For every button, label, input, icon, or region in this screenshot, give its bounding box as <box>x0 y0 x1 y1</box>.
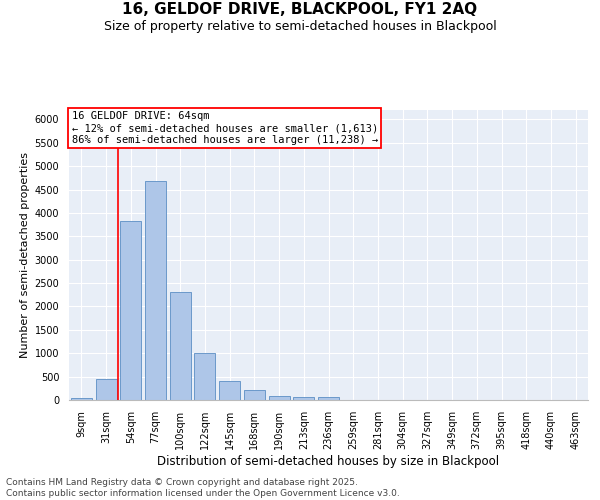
Bar <box>145 181 166 400</box>
Bar <box>219 382 240 400</box>
Text: 16 GELDOF DRIVE: 64sqm
← 12% of semi-detached houses are smaller (1,613)
86% of : 16 GELDOF DRIVE: 64sqm ← 12% of semi-det… <box>71 112 378 144</box>
Y-axis label: Number of semi-detached properties: Number of semi-detached properties <box>20 152 31 358</box>
Bar <box>269 396 290 400</box>
Bar <box>293 396 314 400</box>
Bar <box>71 398 92 400</box>
Bar <box>120 222 141 400</box>
Text: 16, GELDOF DRIVE, BLACKPOOL, FY1 2AQ: 16, GELDOF DRIVE, BLACKPOOL, FY1 2AQ <box>122 2 478 18</box>
Bar <box>318 397 339 400</box>
Bar <box>170 292 191 400</box>
Bar <box>95 380 116 400</box>
Bar <box>244 390 265 400</box>
Text: Size of property relative to semi-detached houses in Blackpool: Size of property relative to semi-detach… <box>104 20 496 33</box>
X-axis label: Distribution of semi-detached houses by size in Blackpool: Distribution of semi-detached houses by … <box>157 454 500 468</box>
Text: Contains HM Land Registry data © Crown copyright and database right 2025.
Contai: Contains HM Land Registry data © Crown c… <box>6 478 400 498</box>
Bar <box>194 353 215 400</box>
